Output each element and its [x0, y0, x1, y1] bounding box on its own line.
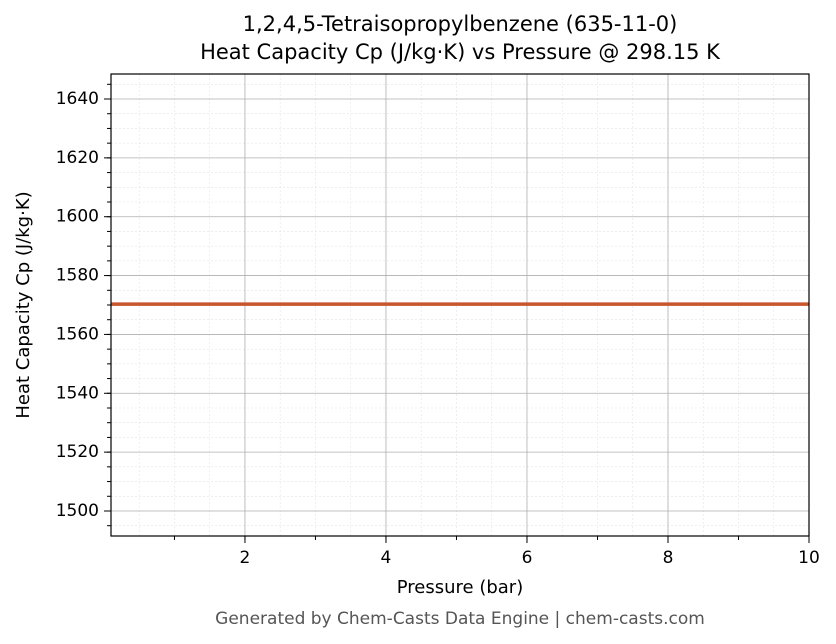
y-tick-label: 1560 — [56, 324, 99, 344]
footer: Generated by Chem-Casts Data Engine | ch… — [215, 609, 705, 629]
y-tick-label: 1640 — [56, 89, 99, 109]
plot-frame — [110, 73, 810, 537]
x-tick-label: 4 — [381, 548, 392, 568]
x-tick-label: 2 — [240, 548, 251, 568]
chart-subtitle: Heat Capacity Cp (J/kg·K) vs Pressure @ … — [200, 40, 721, 64]
y-tick-label: 1500 — [56, 501, 99, 521]
x-tick-label: 8 — [663, 548, 674, 568]
x-axis-label: Pressure (bar) — [397, 577, 523, 598]
y-tick-label: 1580 — [56, 266, 99, 286]
x-tick-label: 10 — [798, 548, 820, 568]
y-tick-label: 1620 — [56, 148, 99, 168]
x-tick-label: 6 — [522, 548, 533, 568]
y-axis-label: Heat Capacity Cp (J/kg·K) — [13, 191, 34, 418]
chart-title: 1,2,4,5-Tetraisopropylbenzene (635-11-0) — [243, 12, 678, 36]
y-tick-label: 1520 — [56, 442, 99, 462]
y-tick-label: 1600 — [56, 207, 99, 227]
y-tick-label: 1540 — [56, 383, 99, 403]
